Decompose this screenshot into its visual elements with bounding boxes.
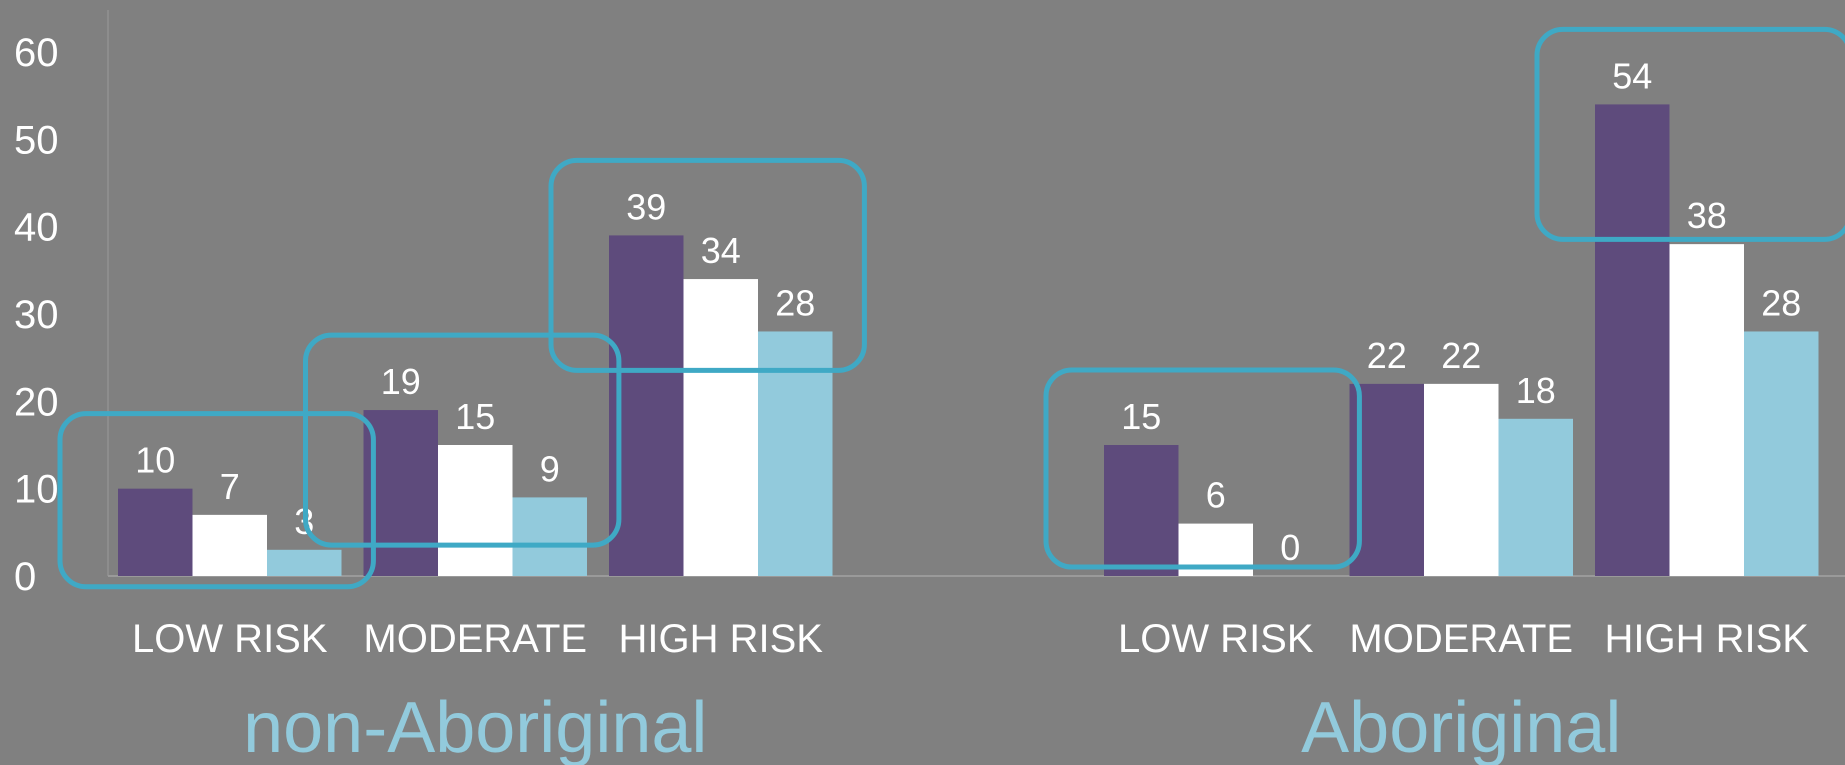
category-label: HIGH RISK [1605, 617, 1810, 661]
bar [609, 235, 684, 576]
bar [438, 445, 513, 576]
category-label: HIGH RISK [619, 617, 824, 661]
group-label: non-Aboriginal [243, 688, 707, 765]
data-label: 28 [775, 282, 815, 323]
y-tick-label: 50 [14, 118, 59, 162]
data-label: 19 [381, 361, 421, 402]
bar [1424, 383, 1499, 576]
data-label: 15 [1121, 396, 1161, 437]
bar [192, 514, 267, 576]
data-label: 15 [455, 396, 495, 437]
bar [683, 279, 758, 576]
bar [1595, 104, 1670, 577]
highlight-box [303, 332, 622, 548]
category-label: LOW RISK [132, 617, 328, 661]
highlight-box [1534, 26, 1845, 242]
data-label: 38 [1687, 195, 1727, 236]
data-label: 10 [135, 440, 175, 481]
bar [1104, 445, 1179, 576]
data-label: 28 [1761, 282, 1801, 323]
group-label: Aboriginal [1301, 688, 1621, 765]
bar [512, 497, 587, 576]
bar [267, 549, 342, 576]
highlight-box [1043, 367, 1362, 570]
data-label: 7 [220, 466, 240, 507]
data-label: 34 [701, 230, 741, 271]
y-tick-label: 30 [14, 293, 59, 337]
bar [1349, 383, 1424, 576]
y-tick-label: 0 [14, 555, 36, 599]
data-label: 6 [1206, 475, 1226, 516]
data-label: 54 [1612, 55, 1652, 96]
data-label: 22 [1441, 335, 1481, 376]
bar [118, 488, 193, 576]
data-label: 22 [1367, 335, 1407, 376]
category-label: MODERATE [363, 617, 587, 661]
highlight-box [57, 411, 376, 590]
category-label: MODERATE [1349, 617, 1573, 661]
y-tick-label: 20 [14, 380, 59, 424]
data-label: 18 [1516, 370, 1556, 411]
data-label: 0 [1280, 527, 1300, 568]
bar [363, 410, 438, 576]
data-label: 39 [626, 186, 666, 227]
bar [1669, 244, 1744, 576]
data-label: 9 [540, 448, 560, 489]
highlight-box [548, 157, 867, 373]
y-tick-label: 40 [14, 206, 59, 250]
category-label: LOW RISK [1118, 617, 1314, 661]
y-tick-label: 10 [14, 468, 59, 512]
bar [1498, 418, 1573, 576]
bar [1744, 331, 1819, 576]
y-tick-label: 60 [14, 31, 59, 75]
